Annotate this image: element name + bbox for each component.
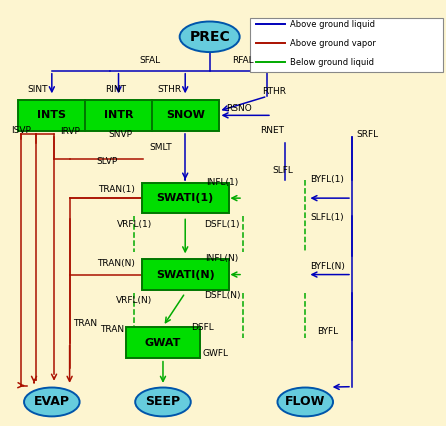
Ellipse shape <box>24 388 80 416</box>
Text: SEEP: SEEP <box>145 395 181 409</box>
FancyBboxPatch shape <box>18 100 85 131</box>
Text: Above ground liquid: Above ground liquid <box>290 20 375 29</box>
FancyBboxPatch shape <box>152 100 219 131</box>
Text: TRAN: TRAN <box>73 319 97 328</box>
Text: GWFL: GWFL <box>203 348 229 357</box>
Text: INTR: INTR <box>104 110 133 120</box>
Text: ISVP: ISVP <box>11 126 31 135</box>
Text: INFL(N): INFL(N) <box>206 254 239 263</box>
Text: BYFL(N): BYFL(N) <box>310 262 345 271</box>
Text: RNET: RNET <box>260 126 284 135</box>
Text: TRAN(N): TRAN(N) <box>97 259 135 268</box>
Text: BYFL: BYFL <box>317 328 338 337</box>
Text: SNVP: SNVP <box>109 130 133 139</box>
Text: DSFL: DSFL <box>192 323 215 332</box>
Text: RSNO: RSNO <box>226 104 252 113</box>
Text: TRAN: TRAN <box>100 325 124 334</box>
Text: PREC: PREC <box>189 30 230 44</box>
Text: SWATI(N): SWATI(N) <box>156 270 215 279</box>
Text: Below ground liquid: Below ground liquid <box>290 58 374 67</box>
Text: VRFL(1): VRFL(1) <box>116 220 152 229</box>
Text: RFAL: RFAL <box>232 57 254 66</box>
Text: SLFL(1): SLFL(1) <box>311 213 344 222</box>
Ellipse shape <box>277 388 333 416</box>
Text: INTS: INTS <box>37 110 66 120</box>
Text: IRVP: IRVP <box>60 127 79 135</box>
Text: RTHR: RTHR <box>262 87 286 96</box>
Text: SNOW: SNOW <box>166 110 205 120</box>
Text: FLOW: FLOW <box>285 395 326 409</box>
Text: SFAL: SFAL <box>139 57 160 66</box>
Text: STHR: STHR <box>157 85 182 95</box>
Ellipse shape <box>135 388 191 416</box>
Text: Above ground vapor: Above ground vapor <box>290 39 376 48</box>
FancyBboxPatch shape <box>142 183 228 213</box>
Text: INFL(1): INFL(1) <box>206 178 238 187</box>
Text: SINT: SINT <box>27 85 48 95</box>
FancyBboxPatch shape <box>250 18 443 72</box>
Text: EVAP: EVAP <box>34 395 70 409</box>
Text: TRAN(1): TRAN(1) <box>98 185 135 194</box>
Text: RINT: RINT <box>105 85 126 95</box>
Text: DSFL(N): DSFL(N) <box>204 291 240 300</box>
Ellipse shape <box>180 21 240 52</box>
Text: GWAT: GWAT <box>145 337 181 348</box>
Text: SRFL: SRFL <box>356 130 379 139</box>
Text: DSFL(1): DSFL(1) <box>204 219 240 228</box>
Text: SLFL: SLFL <box>273 166 293 175</box>
Text: SLVP: SLVP <box>97 157 118 166</box>
FancyBboxPatch shape <box>142 259 228 290</box>
FancyBboxPatch shape <box>126 327 200 358</box>
Text: SWATI(1): SWATI(1) <box>157 193 214 203</box>
Text: SMLT: SMLT <box>149 143 172 152</box>
Text: VRFL(N): VRFL(N) <box>116 296 152 305</box>
FancyBboxPatch shape <box>85 100 152 131</box>
Text: BYFL(1): BYFL(1) <box>310 176 344 184</box>
